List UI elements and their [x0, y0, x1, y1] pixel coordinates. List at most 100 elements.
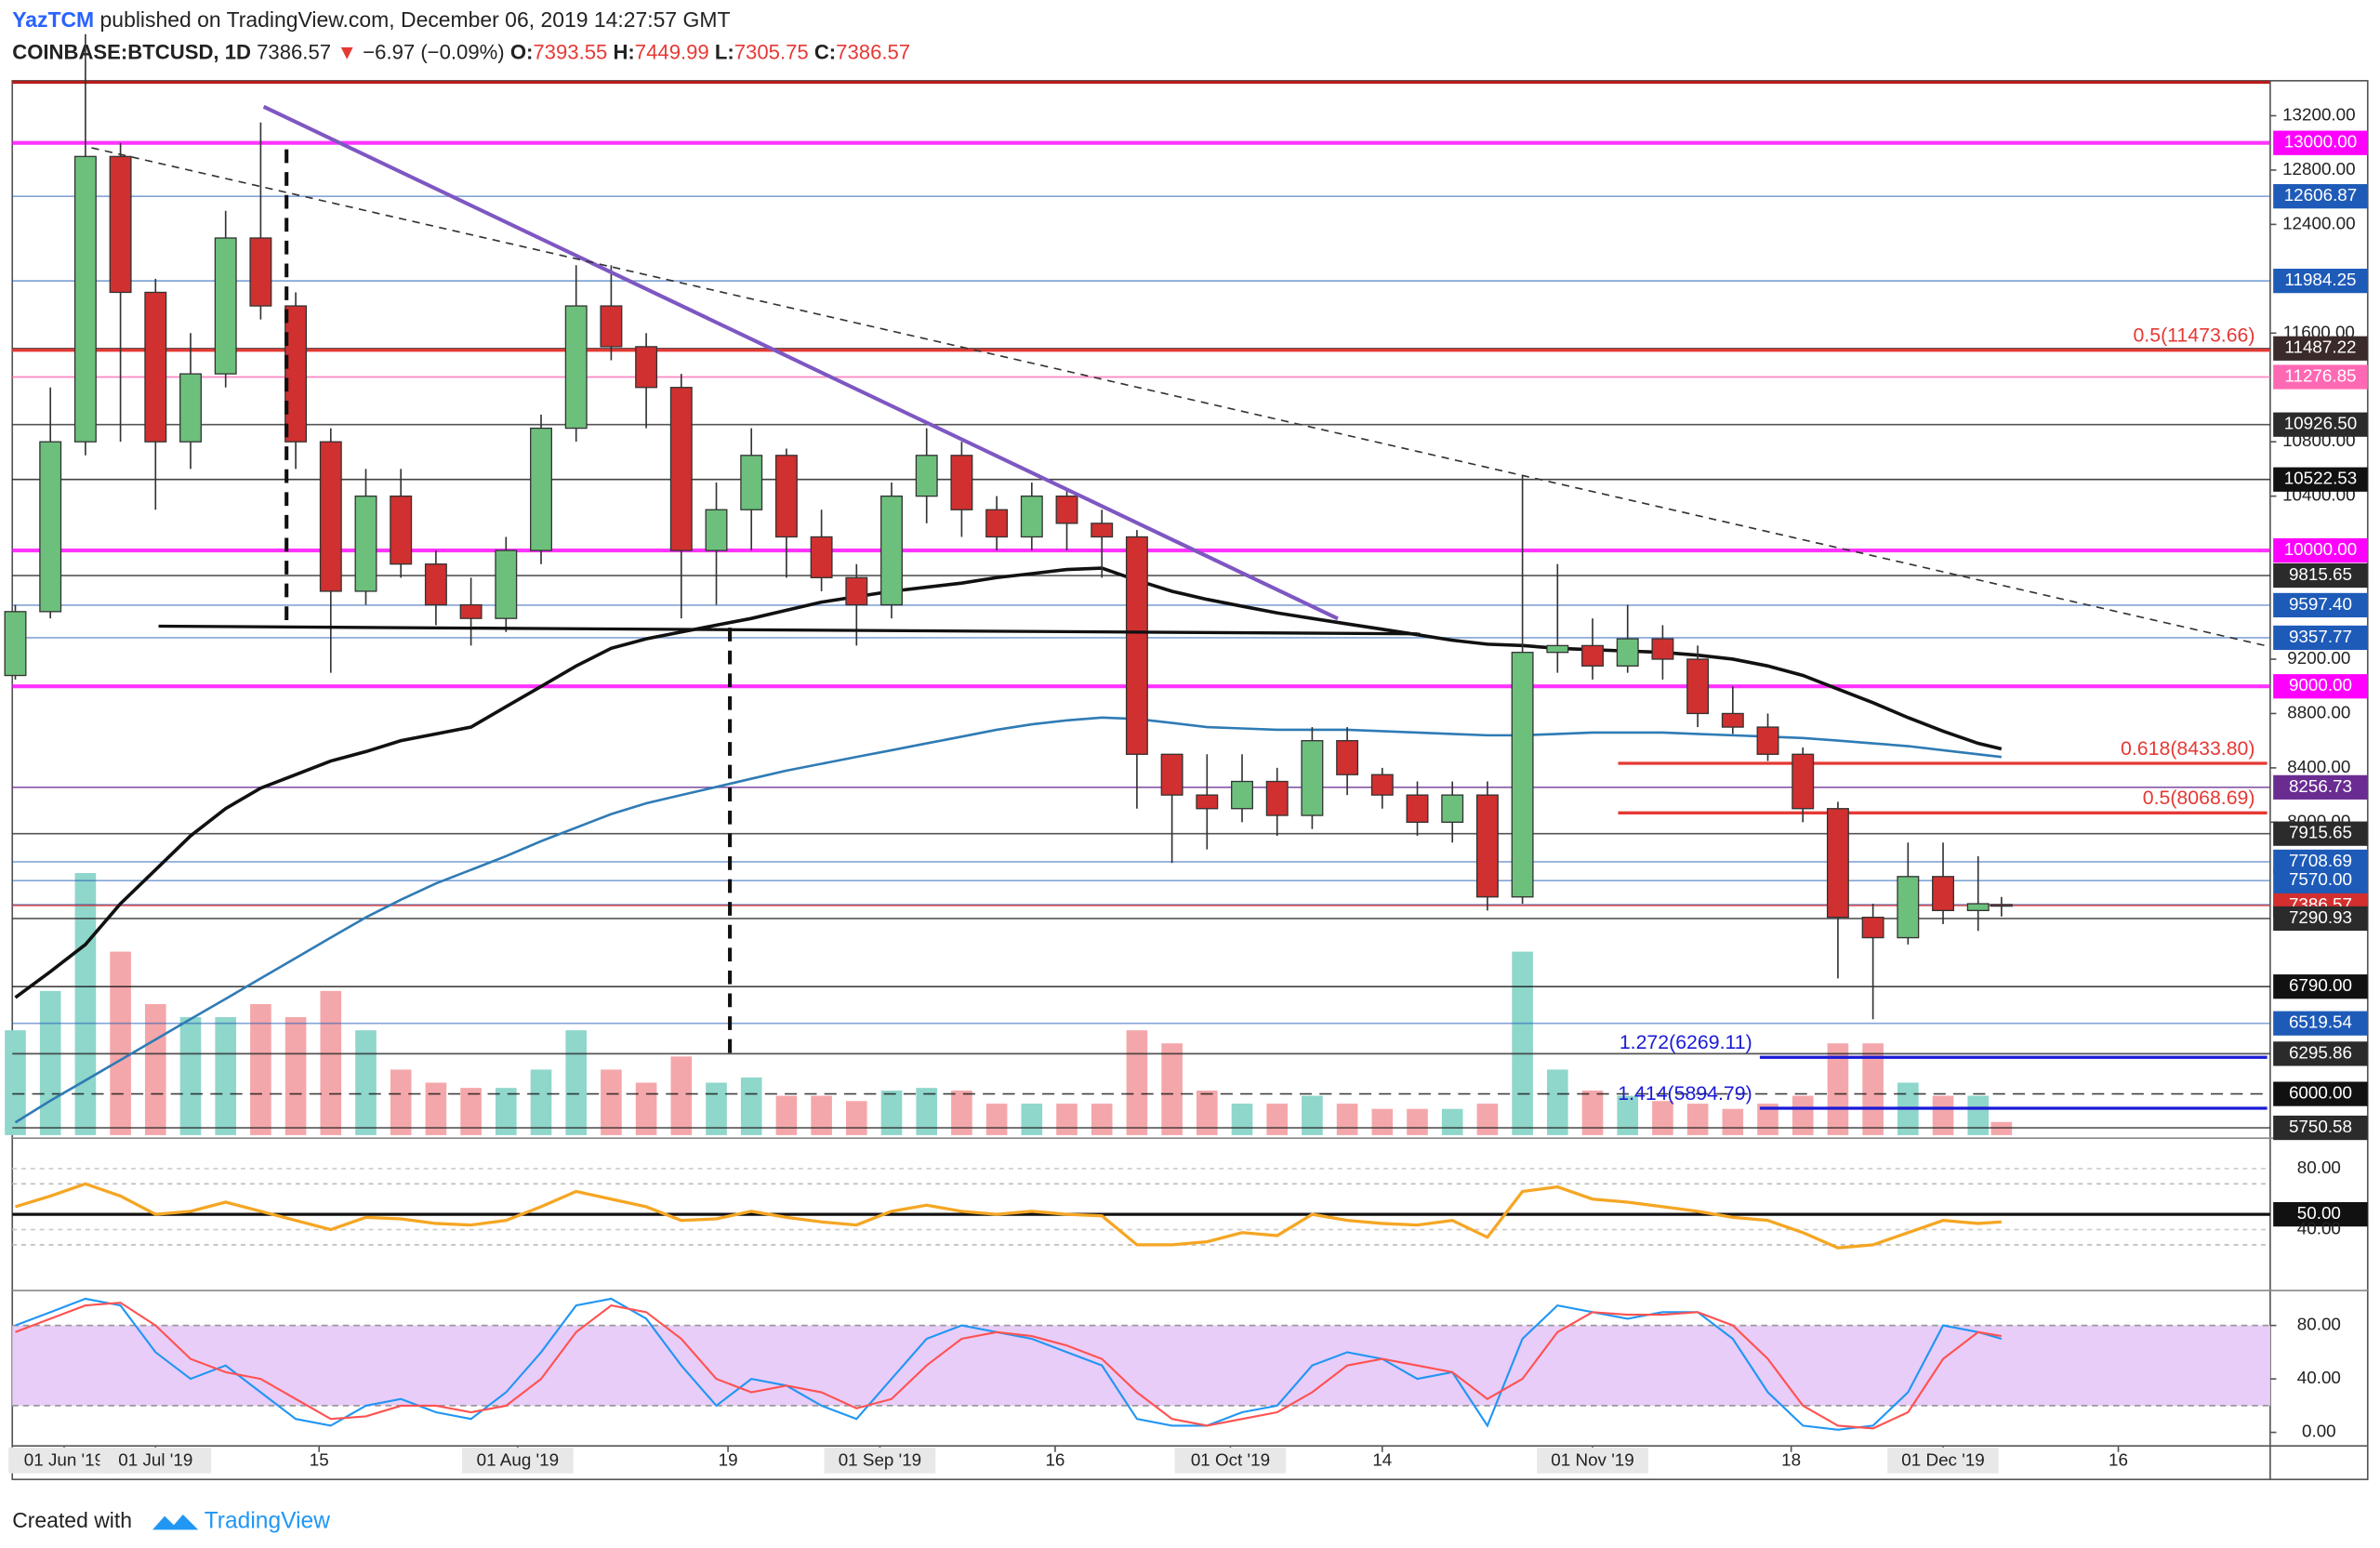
candle-body [179, 373, 202, 443]
level-label: 12606.87 [2284, 185, 2358, 205]
volume-bar [951, 1090, 972, 1135]
candle-body [284, 305, 308, 443]
volume-bar [1407, 1108, 1428, 1135]
trend-line [262, 104, 1339, 621]
volume-bar [530, 1069, 552, 1135]
stoch-tick-label: 80.00 [2297, 1315, 2341, 1334]
volume-bar [880, 1090, 903, 1135]
volume-bar [565, 1030, 588, 1135]
level-label-box [2273, 364, 2368, 390]
level-label-box [2273, 412, 2368, 437]
level-label: 6000.00 [2289, 1083, 2352, 1103]
volume-bar [1792, 1095, 1814, 1135]
level-label-box [2273, 592, 2368, 618]
stoch-band [12, 1325, 2270, 1406]
candle-body [1826, 808, 1849, 919]
moving-average [14, 566, 2003, 999]
o-value: 7393.55 [533, 40, 607, 63]
volume-bar [1512, 951, 1533, 1135]
level-label: 7915.65 [2289, 823, 2352, 842]
volume-bar [1091, 1104, 1113, 1135]
level-label-box [2273, 269, 2368, 294]
level-label: 7570.00 [2289, 869, 2352, 889]
level-label: 7708.69 [2289, 851, 2352, 870]
l-label: L: [715, 40, 734, 63]
level-label-box [2273, 1081, 2368, 1106]
x-tick-box [462, 1447, 574, 1474]
x-tick-box [824, 1447, 936, 1474]
publish-line: YazTCM published on TradingView.com, Dec… [12, 7, 730, 32]
support-line [158, 624, 1421, 636]
candle-body [705, 509, 728, 551]
level-label: 11276.85 [2284, 365, 2356, 385]
volume-bar [1371, 1108, 1394, 1135]
level-label: 10926.50 [2284, 414, 2358, 433]
y-tick-label: 8800.00 [2287, 702, 2350, 721]
volume-bar [811, 1095, 832, 1135]
y-tick-label: 9200.00 [2287, 648, 2350, 668]
candle-body [669, 387, 693, 551]
level-label-box [2273, 906, 2368, 932]
volume-bar [1617, 1095, 1639, 1135]
volume-bar [495, 1088, 517, 1135]
x-tick-label: 16 [2109, 1450, 2128, 1470]
candle-body [774, 455, 798, 538]
rsi-line [15, 1182, 2002, 1250]
level-label-box [2273, 974, 2368, 999]
footer-brand[interactable]: TradingView [205, 1509, 331, 1534]
level-label: 11984.25 [2284, 270, 2356, 289]
volume-bar [250, 1003, 271, 1135]
candle-body [424, 563, 447, 606]
rsi-tick-label: 40.00 [2297, 1218, 2341, 1237]
x-tick-label: 01 Nov '19 [1551, 1450, 1633, 1470]
volume-bar [110, 951, 131, 1135]
candle-body [1861, 916, 1884, 939]
volume-bar [460, 1088, 482, 1135]
volume-bar [601, 1069, 622, 1135]
arrow: ▼ [337, 40, 357, 63]
candle-body [1020, 495, 1043, 538]
volume-bar [355, 1030, 377, 1135]
volume-bar [74, 873, 97, 1135]
fib-label: 1.272(6269.11) [1620, 1031, 1752, 1053]
volume-bar [706, 1082, 727, 1135]
candle-body [319, 441, 342, 592]
candle-body [564, 305, 588, 430]
level-label-box [2273, 1041, 2368, 1066]
volume-bar [1827, 1043, 1849, 1135]
candle-body [1756, 726, 1779, 755]
candle-body [1125, 536, 1148, 755]
drawings [91, 104, 2268, 1055]
y-tick-label: 8400.00 [2287, 757, 2350, 776]
candle-body [635, 346, 658, 389]
volume-bar [1581, 1090, 1604, 1135]
volume-bar [1126, 1030, 1148, 1135]
level-label-box [2273, 1011, 2368, 1036]
candle-body [1581, 644, 1604, 667]
candle-body [109, 155, 132, 294]
candle-body [4, 611, 27, 677]
level-label: 6790.00 [2289, 975, 2352, 995]
fib-label: 0.618(8433.80) [2121, 737, 2254, 760]
level-label: 5750.58 [2289, 1117, 2352, 1136]
level-label: 7290.93 [2289, 907, 2352, 927]
volume-bar [1547, 1069, 1568, 1135]
symbol-line: COINBASE:BTCUSD, 1D 7386.57 ▼ −6.97 (−0.… [12, 40, 910, 63]
candle-body [1406, 794, 1429, 824]
candle-body [144, 291, 167, 443]
candle-body [1055, 495, 1078, 524]
candle-body [354, 495, 377, 592]
plot: 13200.0012800.0012400.0011600.0010800.00… [4, 33, 2368, 1474]
level-label-box [2273, 336, 2368, 361]
level-label: 10522.53 [2284, 469, 2358, 488]
level-label: 11487.22 [2284, 337, 2356, 357]
level-label-box [2273, 467, 2368, 492]
candle-body [249, 237, 272, 307]
candle-body [845, 576, 868, 606]
author[interactable]: YazTCM [12, 7, 94, 32]
volume-bar [635, 1082, 657, 1135]
level-label: 13000.00 [2284, 132, 2358, 152]
level-label: 9597.40 [2289, 594, 2352, 614]
level-label: 9357.77 [2289, 627, 2352, 646]
